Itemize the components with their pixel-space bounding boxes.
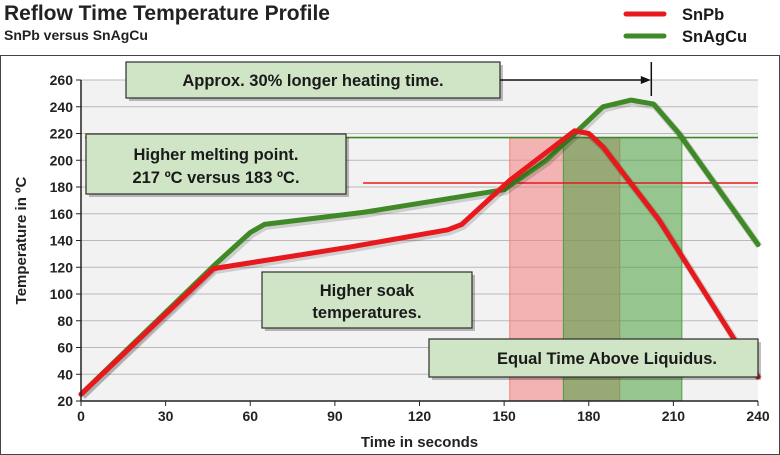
- y-tick-label: 180: [50, 179, 74, 195]
- y-tick-label: 80: [57, 313, 73, 329]
- series-line-snagcu: [78, 97, 761, 397]
- annotation-soak-text: Higher soak: [320, 282, 415, 300]
- y-tick-label: 220: [50, 126, 74, 142]
- annotation-soak-text: temperatures.: [312, 304, 421, 322]
- x-tick-label: 30: [158, 408, 174, 424]
- x-tick-label: 150: [492, 408, 516, 424]
- annotation-heating-text: Approx. 30% longer heating time.: [182, 72, 443, 90]
- annotation-melting-text: Higher melting point.: [134, 146, 299, 164]
- y-tick-label: 60: [57, 340, 73, 356]
- axes: 20 40 60 80 100 120 140 160 180 200 220 240 260 0 30 60…: [13, 72, 770, 451]
- annotation-soak-box: [261, 271, 473, 329]
- x-tick-label: 210: [662, 408, 686, 424]
- series-lines: [78, 97, 763, 399]
- legend-label-snpb: SnPb: [682, 6, 724, 24]
- x-tick-label: 180: [577, 408, 601, 424]
- chart-subtitle: SnPb versus SnAgCu: [4, 27, 148, 43]
- y-tick-label: 100: [50, 286, 74, 302]
- y-tick-label: 20: [57, 393, 73, 409]
- legend-label-snagcu: SnAgCu: [682, 28, 747, 46]
- annotations: Approx. 30% longer heating time. Higher m…: [85, 61, 761, 380]
- annotation-equal-box: [428, 338, 759, 378]
- y-tick-label: 40: [57, 366, 73, 382]
- x-tick-label: 90: [327, 408, 343, 424]
- arrow-head: [640, 76, 651, 84]
- y-tick-label: 200: [50, 152, 74, 168]
- legend: SnPb SnAgCu: [623, 6, 747, 46]
- y-tick-label: 120: [50, 259, 74, 275]
- chart-title: Reflow Time Temperature Profile: [4, 2, 330, 25]
- y-tick-label: 240: [50, 99, 74, 115]
- annotation-equal-text: Equal Time Above Liquidus.: [497, 350, 717, 368]
- x-tick-label: 0: [77, 408, 85, 424]
- x-tick-label: 120: [408, 408, 432, 424]
- y-axis-title: Temperature in ºC: [13, 176, 30, 304]
- annotation-melting-box: [85, 133, 347, 195]
- annotation-melting-text: 217 ºC versus 183 ºC.: [132, 169, 299, 187]
- x-tick-label: 240: [746, 408, 770, 424]
- series-line-snpb: [78, 128, 761, 397]
- x-tick-label: 60: [242, 408, 258, 424]
- y-tick-label: 140: [50, 233, 74, 249]
- x-axis-title: Time in seconds: [361, 434, 478, 451]
- y-tick-label: 260: [50, 72, 74, 88]
- y-tick-label: 160: [50, 206, 74, 222]
